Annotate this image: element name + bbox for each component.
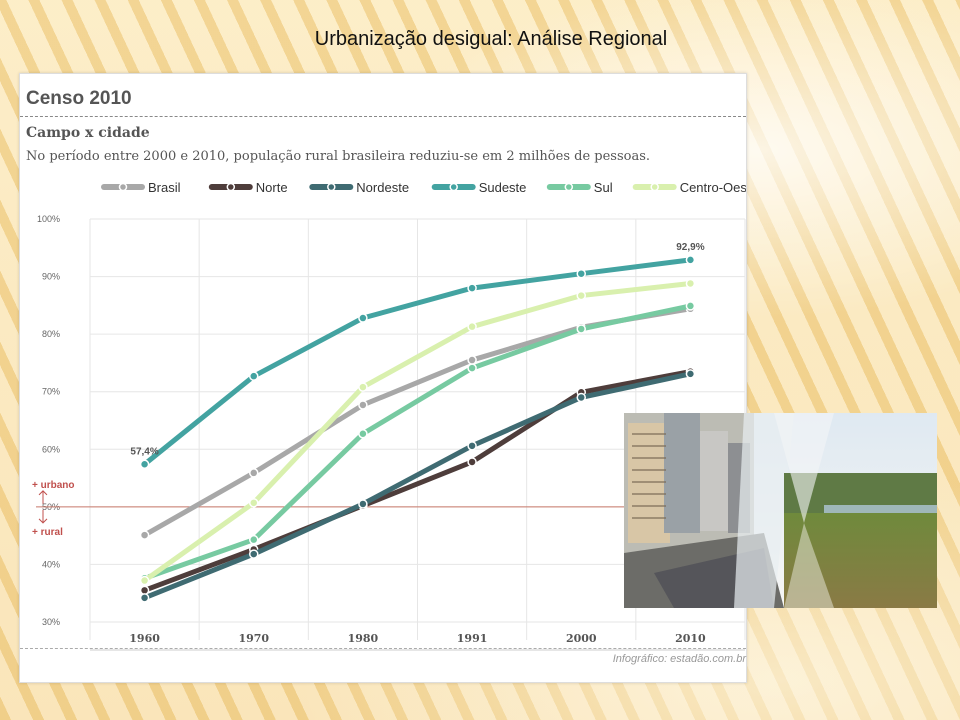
legend-label: Sul (594, 180, 613, 195)
data-point (467, 355, 477, 365)
data-point (685, 255, 696, 265)
y-tick-label: 90% (42, 272, 60, 282)
x-tick-label: 1991 (457, 632, 488, 645)
data-point (467, 457, 477, 467)
series-line-sudeste (142, 257, 693, 467)
slide-title: Urbanização desigual: Análise Regional (314, 28, 668, 50)
chart-subtitle: Campo x cidade (26, 125, 150, 141)
y-tick-label: 60% (42, 444, 60, 454)
data-point (576, 290, 586, 301)
x-tick-label: 2010 (675, 632, 706, 645)
data-point (358, 382, 368, 392)
data-label: 92,9% (676, 242, 704, 253)
y-tick-label: 80% (42, 329, 60, 339)
legend-label: Sudeste (479, 180, 527, 195)
data-point (139, 459, 150, 470)
divider (20, 116, 746, 117)
data-point (358, 428, 368, 439)
data-point (249, 549, 259, 559)
y-tick-label: 40% (42, 559, 60, 569)
data-point (685, 278, 696, 289)
series-line-sul (142, 303, 693, 581)
legend-marker (327, 182, 336, 192)
data-point (358, 313, 368, 323)
x-tick-label: 1980 (348, 632, 379, 645)
data-point (467, 441, 477, 451)
legend-label: Nordeste (356, 180, 409, 195)
data-point (249, 498, 259, 508)
data-point (358, 499, 368, 509)
data-point (249, 371, 259, 381)
credit-text: Infográfico: estadão.com.br (612, 653, 746, 665)
data-point (467, 321, 477, 332)
panel-title: Censo 2010 (26, 88, 132, 109)
y-tick-label: 30% (42, 617, 60, 627)
series-line-nordeste (142, 371, 693, 601)
rural-label: + rural (32, 527, 63, 538)
data-label: 57,4% (130, 446, 158, 457)
data-point (139, 593, 150, 603)
legend-label: Brasil (148, 180, 181, 195)
data-point (467, 363, 477, 373)
data-point (576, 392, 586, 403)
legend-item: Brasil (101, 180, 181, 195)
footer-divider (20, 648, 746, 649)
infographic-panel: Censo 2010 Campo x cidade No período ent… (19, 73, 747, 683)
data-point (685, 301, 696, 311)
urban-rural-arrow-icon (38, 490, 48, 524)
legend-label: Centro-Oeste (680, 180, 746, 195)
data-point (576, 324, 586, 334)
data-point (358, 400, 368, 410)
legend-item: Nordeste (309, 180, 409, 195)
legend-item: Sudeste (431, 180, 527, 195)
legend-item: Sul (546, 180, 613, 195)
data-point (139, 575, 150, 586)
legend-marker (449, 182, 458, 192)
series-line-centro-oeste (142, 280, 693, 584)
legend-label: Norte (256, 180, 288, 195)
legend-marker (564, 182, 574, 192)
x-tick-label: 1970 (238, 632, 269, 645)
x-tick-label: 2000 (566, 632, 597, 645)
city-and-countryside-photo (624, 413, 937, 608)
urban-label: + urbano (32, 480, 75, 491)
y-tick-label: 70% (42, 387, 60, 397)
legend-marker (650, 182, 659, 192)
legend-item: Centro-Oeste (632, 180, 746, 195)
chart-description: No período entre 2000 e 2010, população … (26, 149, 651, 164)
data-point (685, 369, 696, 379)
data-point (467, 283, 477, 293)
legend-marker (226, 182, 236, 192)
legend-marker (118, 182, 128, 192)
data-point (249, 534, 259, 545)
x-tick-label: 1960 (129, 632, 160, 645)
data-point (139, 530, 150, 540)
data-point (249, 468, 259, 478)
data-point (576, 268, 586, 279)
series-line-norte (142, 369, 693, 593)
legend-item: Norte (208, 180, 288, 195)
y-tick-label: 100% (37, 214, 60, 224)
